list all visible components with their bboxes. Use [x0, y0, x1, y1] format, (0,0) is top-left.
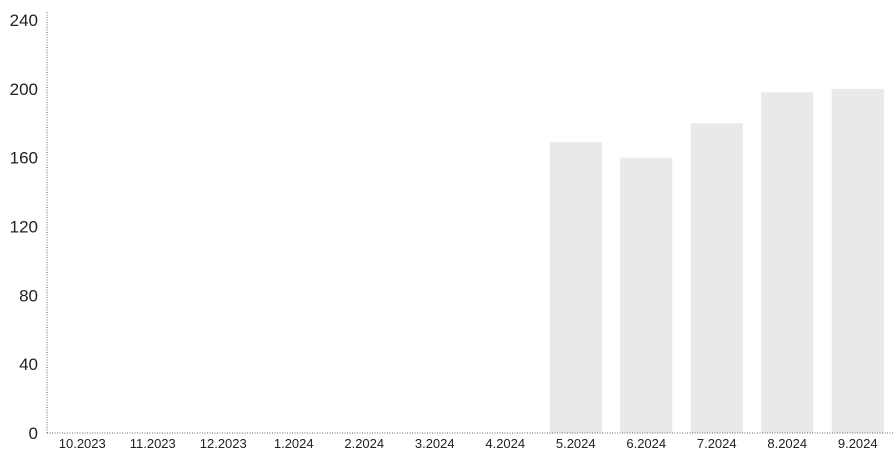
y-tick-label: 120	[10, 218, 38, 237]
x-tick-label: 6.2024	[626, 436, 666, 451]
x-tick-label: 10.2023	[59, 436, 106, 451]
bar	[549, 142, 602, 433]
x-tick-label: 7.2024	[697, 436, 737, 451]
x-tick-labels: 10.2023 11.2023 12.2023 1.2024 2.2024 3.2024 4…	[59, 436, 878, 451]
y-tick-label: 200	[10, 80, 38, 99]
bar	[761, 92, 814, 434]
bar	[690, 123, 743, 433]
x-tick-label: 4.2024	[485, 436, 525, 451]
x-tick-label: 9.2024	[838, 436, 878, 451]
y-tick-labels: 0 40 80 120 160 200 240	[10, 11, 38, 443]
x-tick-label: 1.2024	[274, 436, 314, 451]
x-tick-label: 3.2024	[415, 436, 455, 451]
x-tick-label: 2.2024	[344, 436, 384, 451]
bar	[620, 157, 673, 433]
y-tick-label: 160	[10, 149, 38, 168]
y-tick-label: 240	[10, 11, 38, 30]
bar-group	[549, 88, 884, 434]
bar	[831, 88, 884, 433]
y-tick-label: 80	[19, 286, 38, 305]
y-tick-label: 40	[19, 355, 38, 374]
x-tick-label: 5.2024	[556, 436, 596, 451]
x-tick-label: 11.2023	[130, 436, 176, 451]
y-tick-label: 0	[29, 424, 38, 443]
x-tick-label: 8.2024	[767, 436, 807, 451]
x-tick-label: 12.2023	[200, 436, 247, 451]
